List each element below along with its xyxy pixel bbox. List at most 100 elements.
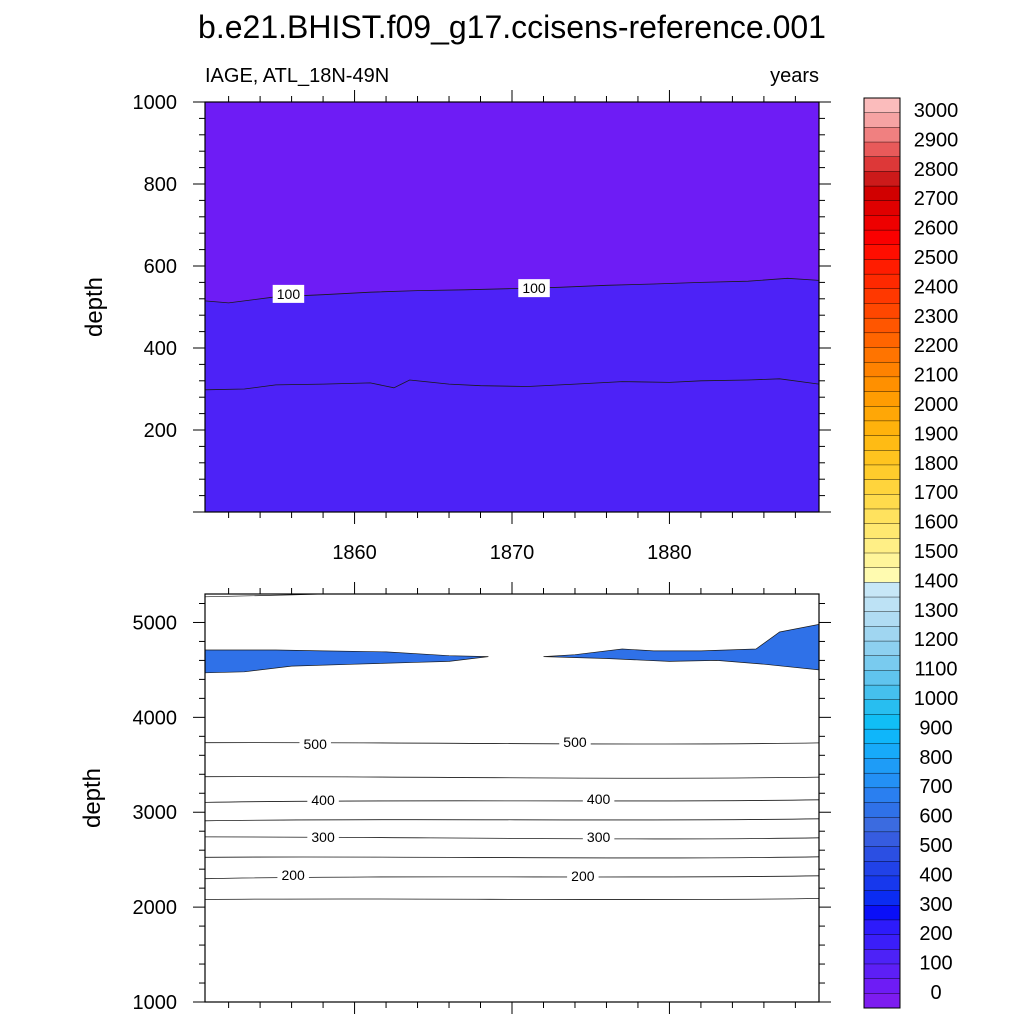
contour-line-3 xyxy=(205,836,819,840)
lower-panel: 200 200 300 300 400 400 500 500 1000 2000 3000 400… xyxy=(79,582,831,1014)
colorbar-label: 2900 xyxy=(914,129,959,151)
colorbar-swatch xyxy=(863,141,901,158)
colorbar-label: 1800 xyxy=(914,453,959,475)
contour-band-150-200 xyxy=(205,278,819,512)
y-tick-label: 2000 xyxy=(133,897,178,919)
contour-label-box xyxy=(272,284,305,303)
contour-label: 300 xyxy=(311,829,335,845)
y-tick-label: 600 xyxy=(144,256,177,278)
contour-label: 200 xyxy=(281,867,305,883)
colorbar-frame xyxy=(863,97,901,1009)
colorbar-swatch xyxy=(863,376,901,393)
colorbar-swatch xyxy=(863,303,901,319)
colorbar-swatch xyxy=(863,655,901,671)
colorbar-label: 2400 xyxy=(914,276,959,298)
colorbar-label: 1300 xyxy=(914,600,959,622)
colorbar-label: 1200 xyxy=(914,629,959,651)
colorbar-label: 700 xyxy=(919,776,952,798)
colorbar-swatch xyxy=(863,127,901,143)
colorbar-swatch xyxy=(863,420,901,437)
colorbar-label: 1700 xyxy=(914,482,959,504)
colorbar-swatch xyxy=(863,787,901,804)
y-tick-label: 200 xyxy=(144,420,177,442)
contour-label: 200 xyxy=(571,868,595,884)
colorbar-swatch xyxy=(863,670,901,686)
colorbar-swatch xyxy=(863,112,901,128)
colorbar-label: 2300 xyxy=(914,306,959,328)
lower-ticks: 1000 2000 3000 4000 5000 xyxy=(133,582,831,1014)
colorbar-swatch xyxy=(863,97,901,114)
colorbar-label: 1900 xyxy=(914,423,959,445)
colorbar-label: 900 xyxy=(919,717,952,739)
lower-y-axis-label: depth xyxy=(79,768,106,828)
colorbar-swatch xyxy=(863,259,901,275)
contour-label-box xyxy=(582,827,615,846)
contour-label-box xyxy=(567,866,599,885)
colorbar-swatch xyxy=(863,435,901,451)
colorbar-swatch xyxy=(863,758,901,774)
colorbar-swatch xyxy=(863,772,901,789)
y-tick-label: 1000 xyxy=(133,92,178,114)
colorbar-swatch xyxy=(863,582,901,598)
x-tick-label: 1880 xyxy=(647,542,692,564)
contour-label-box xyxy=(277,865,309,884)
colorbar-swatch xyxy=(863,361,901,378)
colorbar-swatch xyxy=(863,831,901,848)
colorbar-swatch xyxy=(863,317,901,334)
upper-panel: 100 100 1860 1870 1880 200 400 600 800 1000 dept… xyxy=(81,90,831,564)
contour-line-4 xyxy=(205,818,819,822)
colorbar-label: 1600 xyxy=(914,512,959,534)
upper-ticks: 1860 1870 1880 200 400 600 800 1000 xyxy=(133,90,831,564)
colorbar-swatch xyxy=(863,200,901,216)
colorbar-swatch xyxy=(863,288,901,304)
colorbar-swatch xyxy=(863,949,901,965)
deep-contour-line xyxy=(205,594,336,598)
colorbar-swatch xyxy=(863,347,901,363)
figure-title: b.e21.BHIST.f09_g17.ccisens-reference.00… xyxy=(198,9,826,45)
colorbar-swatch xyxy=(863,846,901,862)
colorbar: 0 100 200 300 400 500 600 700 800 900 1000 1100 1200… xyxy=(863,97,959,1009)
colorbar-label: 1400 xyxy=(914,570,959,592)
units-subtitle: years xyxy=(770,65,819,87)
colorbar-label: 800 xyxy=(919,747,952,769)
colorbar-swatch xyxy=(863,611,901,627)
colorbar-swatch xyxy=(863,684,901,701)
colorbar-label: 600 xyxy=(919,806,952,828)
contour-label: 400 xyxy=(311,792,335,808)
colorbar-swatch xyxy=(863,626,901,642)
colorbar-swatch xyxy=(863,494,901,510)
colorbar-swatch xyxy=(863,714,901,730)
colorbar-swatch xyxy=(863,816,901,833)
colorbar-label: 300 xyxy=(919,894,952,916)
y-tick-label: 800 xyxy=(144,174,177,196)
colorbar-swatch xyxy=(863,464,901,481)
colorbar-swatch xyxy=(863,699,901,715)
colorbar-label: 2600 xyxy=(914,218,959,240)
colorbar-swatch xyxy=(863,215,901,231)
colorbar-label: 1500 xyxy=(914,541,959,563)
colorbar-swatch xyxy=(863,743,901,759)
contour-label: 100 xyxy=(277,286,301,302)
colorbar-swatch xyxy=(863,861,901,877)
contour-label: 500 xyxy=(563,734,587,750)
upper-y-axis-label: depth xyxy=(81,277,108,337)
colorbar-swatch xyxy=(863,890,901,906)
y-tick-label: 4000 xyxy=(133,707,178,729)
contour-label-box xyxy=(582,789,615,808)
contour-label: 300 xyxy=(587,829,611,845)
colorbar-label: 100 xyxy=(919,953,952,975)
colorbar-swatch xyxy=(863,156,901,172)
colorbar-swatch xyxy=(863,538,901,554)
y-tick-label: 3000 xyxy=(133,802,178,824)
colorbar-swatch xyxy=(863,273,901,290)
upper-contour-labels: 100 100 xyxy=(272,279,550,303)
contour-label-box xyxy=(307,827,339,846)
colorbar-label: 0 xyxy=(930,982,941,1004)
colorbar-label: 400 xyxy=(919,864,952,886)
lower-contour-lines xyxy=(205,594,819,901)
colorbar-swatch xyxy=(863,919,901,936)
colorbar-swatch xyxy=(863,391,901,407)
colorbar-label: 2100 xyxy=(914,365,959,387)
x-tick-label: 1870 xyxy=(490,542,535,564)
colorbar-swatch xyxy=(863,523,901,539)
